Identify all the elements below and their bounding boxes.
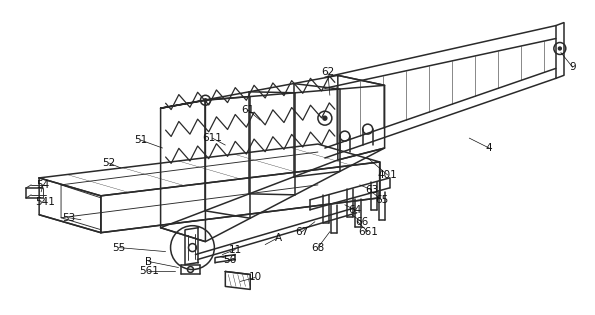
Text: 561: 561: [139, 266, 159, 277]
Text: 62: 62: [321, 67, 334, 77]
Circle shape: [323, 116, 327, 120]
Text: 66: 66: [355, 217, 368, 227]
Text: A: A: [274, 233, 281, 243]
Text: 541: 541: [35, 197, 55, 207]
Text: 51: 51: [134, 135, 148, 145]
Text: 9: 9: [569, 62, 576, 72]
Text: 67: 67: [295, 227, 309, 237]
Text: 401: 401: [378, 170, 397, 180]
Circle shape: [558, 47, 561, 50]
Text: 55: 55: [112, 243, 126, 253]
Circle shape: [204, 99, 207, 102]
Text: 10: 10: [249, 272, 262, 283]
Text: 61: 61: [242, 105, 255, 115]
Text: 63: 63: [365, 185, 378, 195]
Text: 52: 52: [102, 158, 115, 168]
Text: 53: 53: [62, 213, 76, 223]
Text: B: B: [145, 256, 152, 266]
Text: 54: 54: [36, 180, 50, 190]
Text: 64: 64: [348, 205, 361, 215]
Text: 661: 661: [358, 227, 378, 237]
Text: 65: 65: [375, 195, 389, 205]
Text: 11: 11: [228, 244, 242, 255]
Text: 68: 68: [311, 243, 324, 253]
Text: 611: 611: [202, 133, 223, 143]
Text: 56: 56: [224, 255, 237, 265]
Text: 4: 4: [486, 143, 493, 153]
